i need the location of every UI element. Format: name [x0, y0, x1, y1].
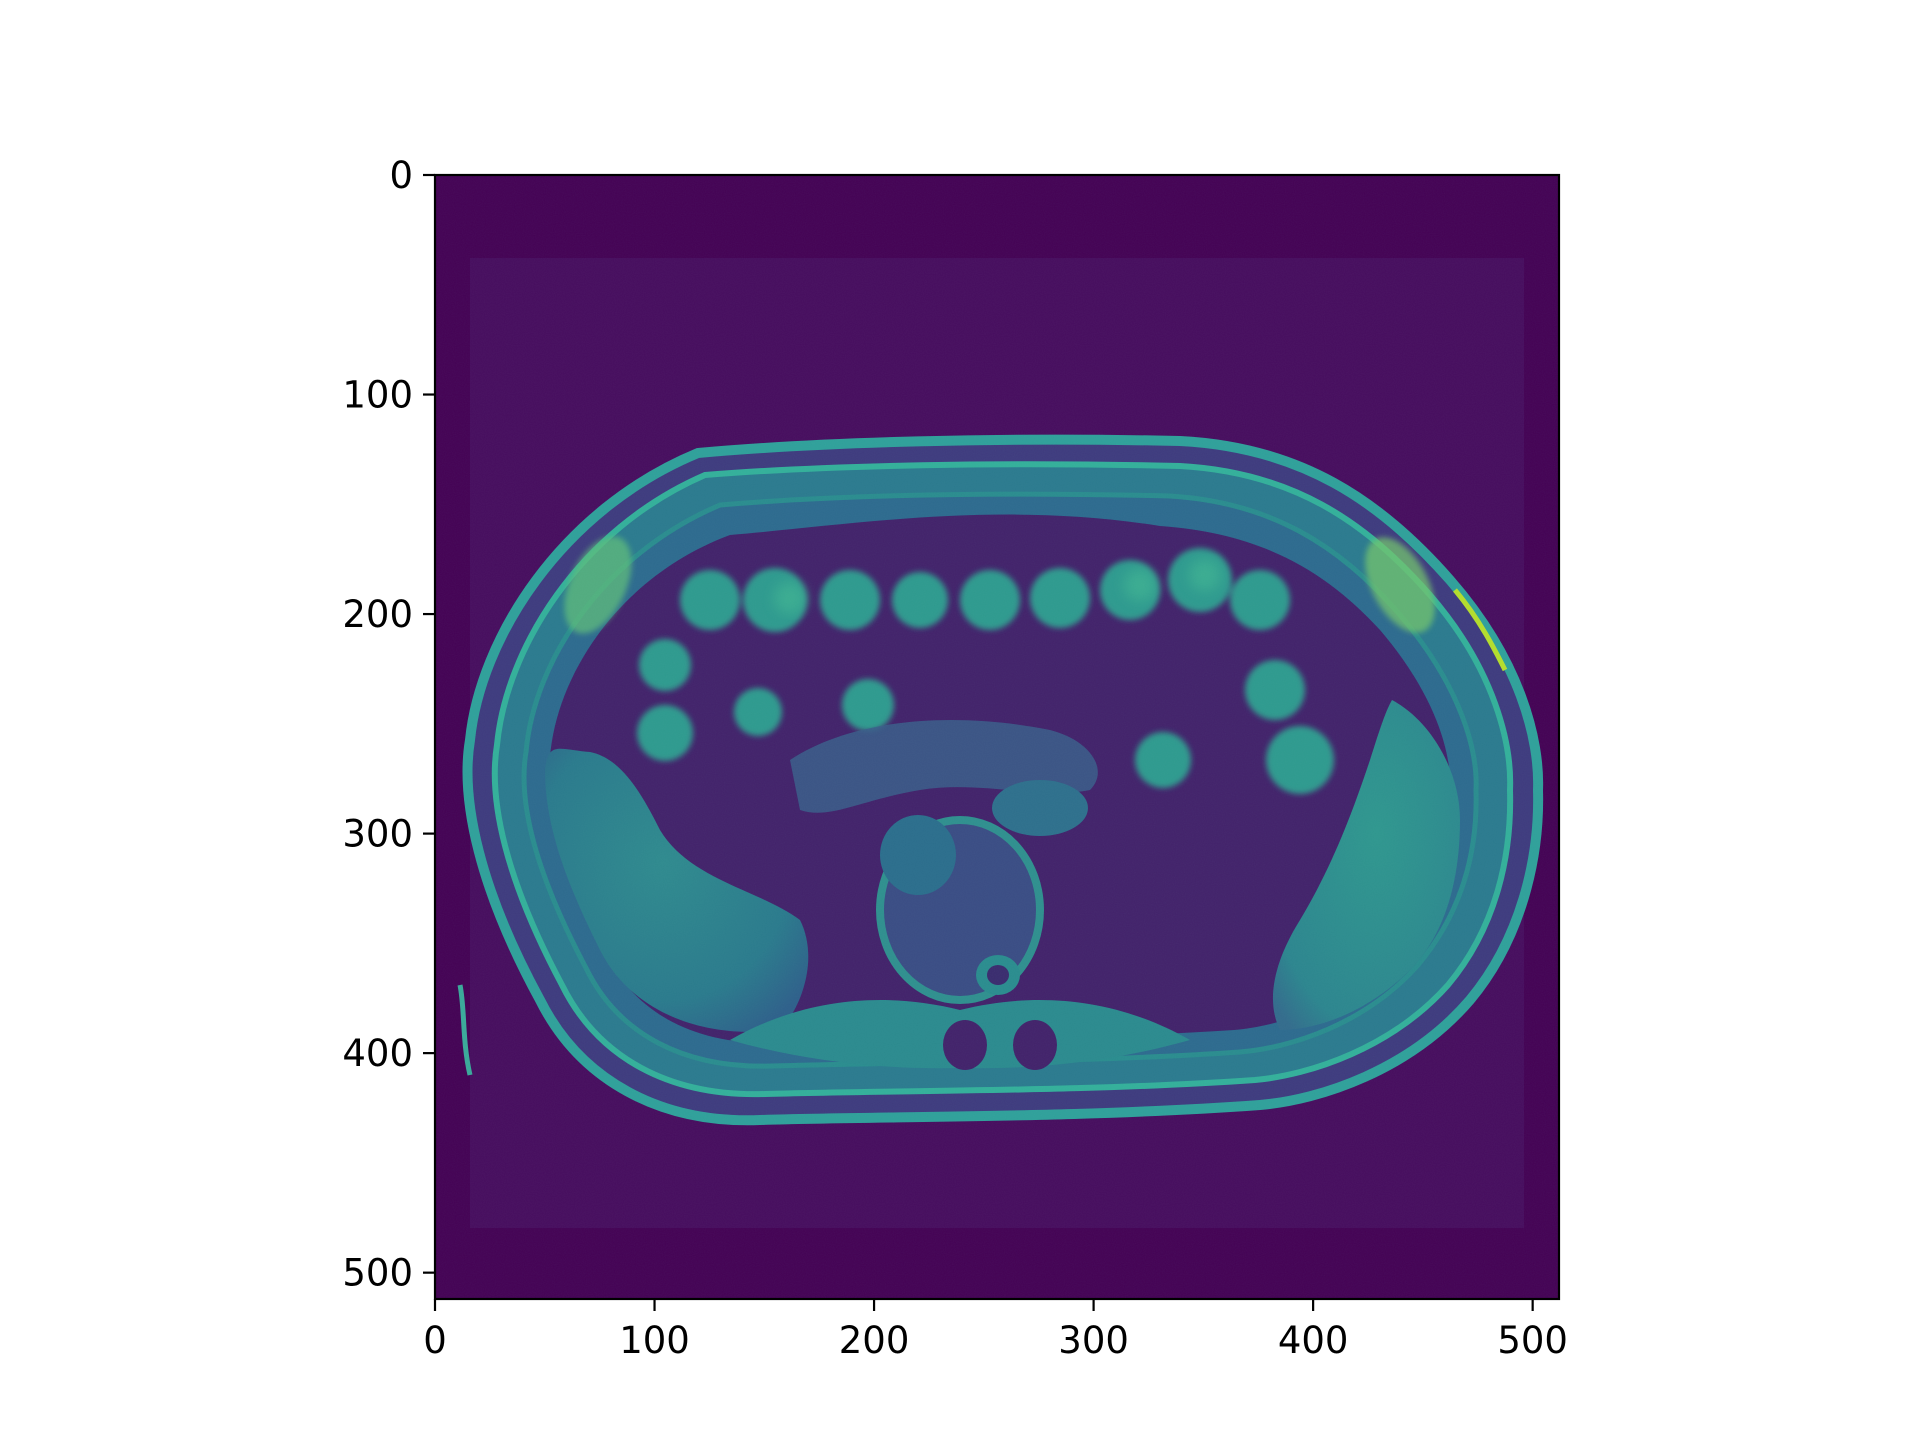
y-tick-label: 200 — [342, 593, 413, 636]
x-tick-label: 100 — [619, 1319, 690, 1362]
mri-image — [435, 175, 1559, 1299]
x-tick-label: 0 — [423, 1319, 447, 1362]
y-tick-label: 400 — [342, 1032, 413, 1075]
x-tick-label: 500 — [1497, 1319, 1568, 1362]
x-axis: 0 100 200 300 400 500 — [423, 1299, 1568, 1362]
y-tick-label: 300 — [342, 813, 413, 856]
x-tick-label: 200 — [839, 1319, 910, 1362]
x-tick-label: 300 — [1058, 1319, 1129, 1362]
y-tick-label: 0 — [389, 154, 413, 197]
x-tick-label: 400 — [1278, 1319, 1349, 1362]
y-tick-label: 500 — [342, 1252, 413, 1295]
y-axis: 0 100 200 300 400 500 — [342, 154, 435, 1295]
axes-frame — [433, 173, 1561, 1301]
y-tick-label: 100 — [342, 374, 413, 417]
